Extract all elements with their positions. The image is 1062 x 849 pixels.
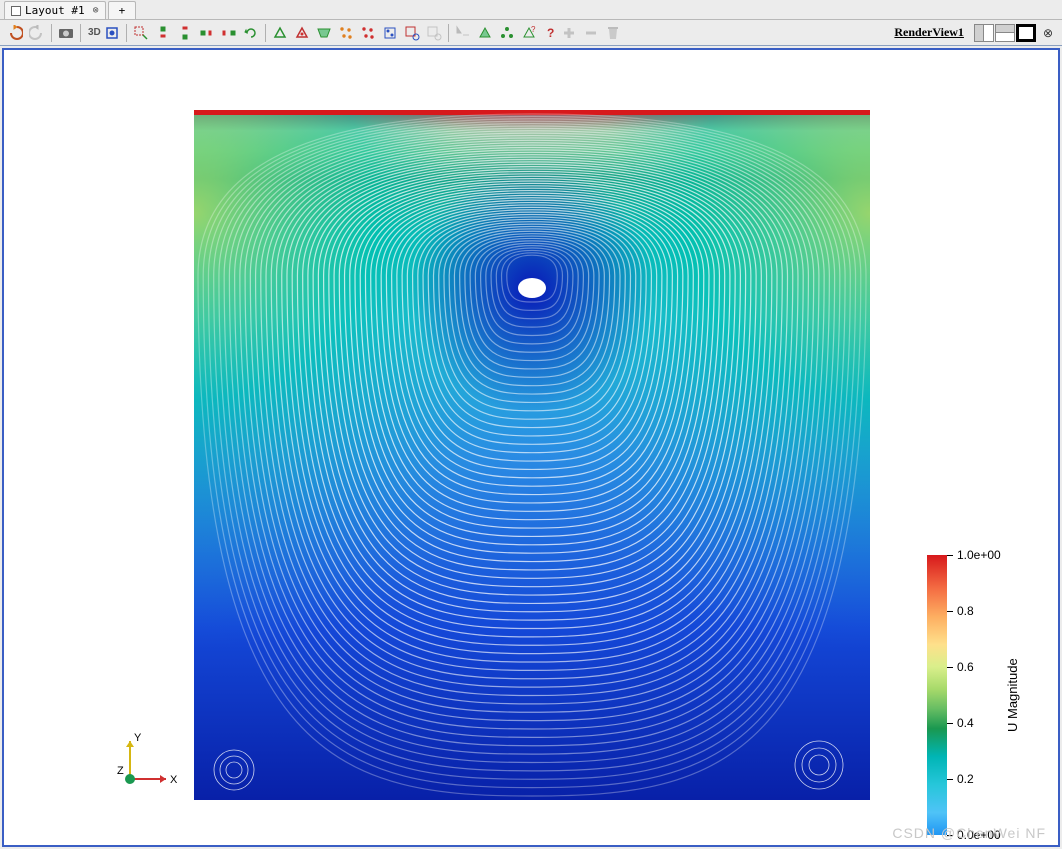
split-horizontal-button[interactable] bbox=[995, 24, 1015, 42]
toggle-2d-3d-button[interactable]: 3D bbox=[86, 27, 103, 38]
undo-camera-icon[interactable] bbox=[6, 24, 24, 42]
close-view-icon[interactable]: ⊗ bbox=[1040, 26, 1056, 40]
axis-triad-icon: X Y Z bbox=[114, 729, 180, 795]
add-tab-label: + bbox=[119, 4, 126, 17]
svg-text:Y: Y bbox=[134, 732, 142, 744]
add-selection-icon[interactable] bbox=[560, 24, 578, 42]
minus-y-icon[interactable] bbox=[220, 24, 238, 42]
select-frustum-icon[interactable] bbox=[315, 24, 333, 42]
colorbar-ticks: 1.0e+00 0.8 0.6 0.4 0.2 0.0e+00 bbox=[947, 555, 995, 835]
rotate-90-icon[interactable] bbox=[242, 24, 260, 42]
select-surface-icon[interactable] bbox=[271, 24, 289, 42]
render-viewport[interactable]: 1.0e+00 0.8 0.6 0.4 0.2 0.0e+00 U Magnit… bbox=[2, 48, 1060, 847]
select-block-icon[interactable] bbox=[381, 24, 399, 42]
select-points-icon[interactable] bbox=[293, 24, 311, 42]
svg-text:X: X bbox=[170, 774, 178, 786]
tab-layout-1[interactable]: Layout #1 ⊗ bbox=[4, 1, 106, 19]
zoom-to-box-icon[interactable] bbox=[132, 24, 150, 42]
colorbar-tick: 1.0e+00 bbox=[947, 548, 1001, 562]
select-points-poly-icon[interactable] bbox=[359, 24, 377, 42]
tab-label: Layout #1 bbox=[25, 4, 85, 17]
subtract-selection-icon[interactable] bbox=[582, 24, 600, 42]
colorbar-tick: 0.6 bbox=[947, 660, 974, 674]
svg-text:?: ? bbox=[531, 25, 536, 34]
redo-camera-icon[interactable] bbox=[28, 24, 46, 42]
select-cells-poly-icon[interactable] bbox=[337, 24, 355, 42]
colorbar-gradient bbox=[927, 555, 947, 835]
screenshot-icon[interactable] bbox=[57, 24, 75, 42]
plus-x-icon[interactable] bbox=[154, 24, 172, 42]
add-tab-button[interactable]: + bbox=[108, 1, 137, 19]
svg-text:?: ? bbox=[547, 26, 554, 40]
hover-point-query-icon[interactable]: ? bbox=[520, 24, 538, 42]
tab-bar: Layout #1 ⊗ + bbox=[0, 0, 1062, 20]
colorbar-tick: 0.8 bbox=[947, 604, 974, 618]
svg-text:Z: Z bbox=[117, 765, 124, 777]
colorbar-title: U Magnitude bbox=[1005, 555, 1020, 835]
streamline-plot bbox=[194, 110, 870, 800]
close-tab-icon[interactable]: ⊗ bbox=[93, 5, 99, 16]
query-icon[interactable]: ? bbox=[542, 24, 560, 42]
hover-points-icon[interactable] bbox=[476, 24, 494, 42]
reset-camera-icon[interactable] bbox=[103, 24, 121, 42]
watermark: CSDN @ChenWei NF bbox=[892, 825, 1046, 841]
hover-point-trio-icon[interactable] bbox=[498, 24, 516, 42]
colorbar-tick: 0.2 bbox=[947, 772, 974, 786]
interactive-select-points-icon[interactable] bbox=[425, 24, 443, 42]
hover-cells-icon[interactable] bbox=[454, 24, 472, 42]
split-vertical-button[interactable] bbox=[974, 24, 994, 42]
document-icon bbox=[11, 6, 21, 16]
minus-x-icon[interactable] bbox=[176, 24, 194, 42]
toolbar: 3D ? ? bbox=[0, 20, 1062, 46]
interactive-select-cells-icon[interactable] bbox=[403, 24, 421, 42]
maximize-view-button[interactable] bbox=[1016, 24, 1036, 42]
clear-selection-icon[interactable] bbox=[604, 24, 622, 42]
render-view-label: RenderView1 bbox=[894, 25, 970, 40]
plus-y-icon[interactable] bbox=[198, 24, 216, 42]
colorbar: 1.0e+00 0.8 0.6 0.4 0.2 0.0e+00 U Magnit… bbox=[927, 555, 1020, 835]
colorbar-tick: 0.4 bbox=[947, 716, 974, 730]
